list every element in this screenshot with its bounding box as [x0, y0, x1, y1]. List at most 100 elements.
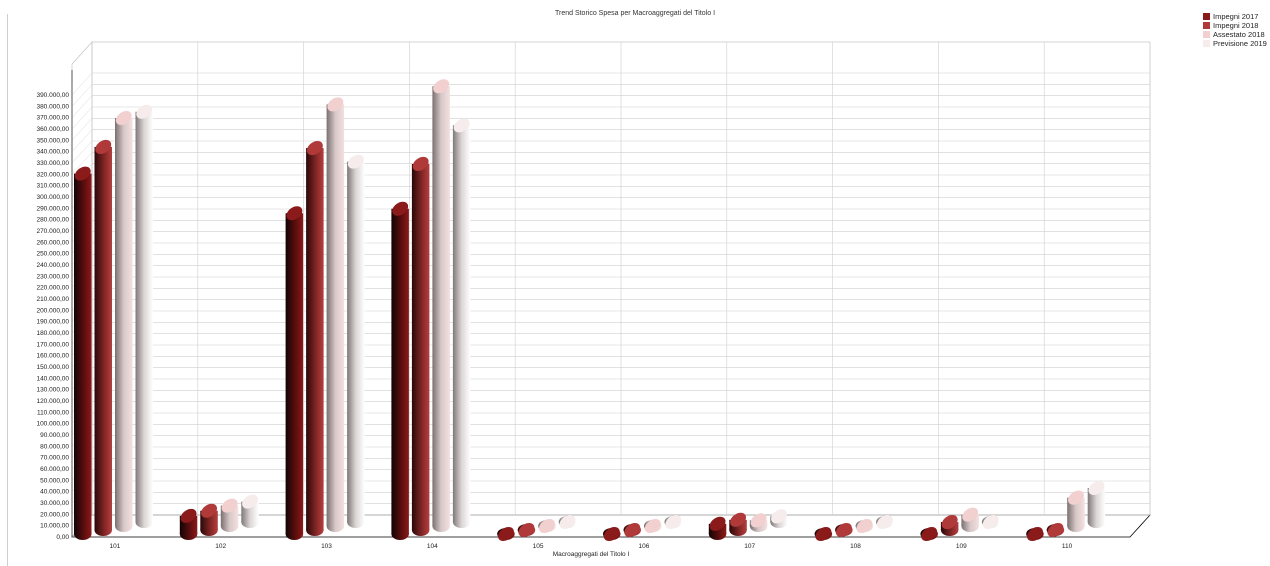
- legend-label: Previsione 2019: [1213, 39, 1267, 48]
- bar-top: [136, 104, 153, 119]
- y-tick-label: 330.000,00: [36, 160, 69, 167]
- gridline-side: [71, 129, 93, 152]
- x-tick-label: 104: [427, 543, 438, 550]
- y-tick-label: 270.000,00: [36, 228, 69, 235]
- y-tick-label: 130.000,00: [36, 387, 69, 394]
- bar-top: [392, 201, 409, 216]
- y-tick-label: 250.000,00: [36, 251, 69, 258]
- legend-item-assestato-2018: Assestato 2018: [1203, 30, 1267, 39]
- bar-base: [452, 516, 471, 528]
- y-tick-label: 290.000,00: [36, 205, 69, 212]
- bar-top: [74, 166, 91, 181]
- y-tick-label: 230.000,00: [36, 273, 69, 280]
- bar-top: [1047, 522, 1064, 538]
- bar-top: [730, 512, 747, 527]
- legend-label: Assestato 2018: [1213, 30, 1265, 39]
- y-tick-label: 180.000,00: [36, 330, 69, 337]
- x-tick-label: 106: [638, 543, 649, 550]
- legend-item-impegni-2018: Impegni 2018: [1203, 21, 1267, 30]
- bar-top: [603, 526, 620, 542]
- bar-base: [1087, 516, 1106, 528]
- legend: Impegni 2017 Impegni 2018 Assestato 2018…: [1203, 12, 1267, 48]
- x-tick-label: 105: [533, 543, 544, 550]
- bar-top: [347, 154, 364, 169]
- y-tick-label: 80.000,00: [40, 443, 69, 450]
- bar-body: [74, 173, 92, 534]
- bar-base: [708, 528, 727, 540]
- bar-base: [347, 516, 365, 528]
- bar-body: [432, 86, 450, 527]
- bar-body: [1087, 488, 1106, 522]
- bar-body: [115, 118, 133, 526]
- bar-top: [306, 141, 323, 156]
- bar-body: [411, 163, 430, 530]
- bar-top: [559, 514, 576, 530]
- legend-swatch: [1203, 40, 1210, 47]
- bar-base: [179, 528, 198, 540]
- bar-top: [538, 518, 555, 534]
- bar-top: [327, 97, 344, 112]
- x-tick-label: 101: [109, 543, 120, 550]
- y-tick-label: 380.000,00: [36, 103, 69, 110]
- x-axis-title: Macroaggregati del Titolo I: [553, 551, 630, 558]
- y-tick-label: 150.000,00: [36, 364, 69, 371]
- bar-base: [200, 524, 218, 536]
- bar-top: [115, 110, 132, 126]
- y-tick-label: 160.000,00: [36, 353, 69, 360]
- x-tick-label: 102: [215, 543, 226, 550]
- bar-base: [115, 520, 133, 532]
- bar-base: [285, 528, 304, 540]
- chart-title: Trend Storico Spesa per Macroaggregati d…: [554, 10, 716, 17]
- bar-top: [876, 514, 893, 530]
- bar-top: [180, 508, 197, 523]
- y-tick-label: 20.000,00: [40, 511, 69, 518]
- bar-top: [453, 118, 470, 133]
- y-tick-label: 240.000,00: [36, 262, 69, 269]
- bar-top: [1067, 490, 1084, 505]
- x-tick-label: 108: [850, 543, 861, 550]
- bar-body: [1067, 497, 1085, 526]
- bar-base: [411, 524, 430, 536]
- y-tick-label: 200.000,00: [36, 307, 69, 314]
- bar-top: [982, 514, 999, 530]
- gridline-side: [71, 95, 93, 118]
- legend-item-previsione-2019: Previsione 2019: [1203, 39, 1267, 48]
- x-tick-label: 109: [956, 543, 967, 550]
- bar-base: [326, 520, 345, 532]
- bar-base: [729, 524, 747, 536]
- bar-top: [95, 139, 112, 154]
- bar-base: [74, 528, 92, 540]
- bar-body: [94, 146, 112, 530]
- bar-top: [624, 522, 641, 538]
- y-tick-label: 50.000,00: [40, 477, 69, 484]
- bar-top: [221, 498, 238, 513]
- y-tick-label: 10.000,00: [40, 523, 69, 530]
- x-tick-label: 103: [321, 543, 332, 550]
- y-tick-label: 360.000,00: [36, 126, 69, 133]
- gridline-side: [71, 84, 93, 107]
- bar-base: [220, 520, 239, 532]
- bar-top: [433, 79, 450, 94]
- bar-top: [412, 156, 429, 171]
- y-tick-label: 70.000,00: [40, 455, 69, 462]
- bar-top: [644, 518, 661, 534]
- y-tick-label: 370.000,00: [36, 115, 69, 122]
- y-tick-label: 350.000,00: [36, 137, 69, 144]
- y-tick-label: 310.000,00: [36, 183, 69, 190]
- bar-base: [135, 516, 153, 528]
- y-tick-label: 260.000,00: [36, 239, 69, 246]
- bar-body: [285, 213, 304, 534]
- y-tick-label: 190.000,00: [36, 319, 69, 326]
- bar-top: [856, 518, 873, 534]
- y-tick-label: 220.000,00: [36, 285, 69, 292]
- bar-body: [452, 125, 471, 522]
- bar-top: [497, 526, 514, 542]
- y-tick-label: 120.000,00: [36, 398, 69, 405]
- bar-top: [665, 514, 682, 530]
- y-tick-label: 110.000,00: [37, 409, 69, 416]
- bar-base: [306, 524, 324, 536]
- legend-label: Impegni 2018: [1213, 21, 1259, 30]
- y-tick-label: 340.000,00: [36, 149, 69, 156]
- legend-item-impegni-2017: Impegni 2017: [1203, 12, 1267, 21]
